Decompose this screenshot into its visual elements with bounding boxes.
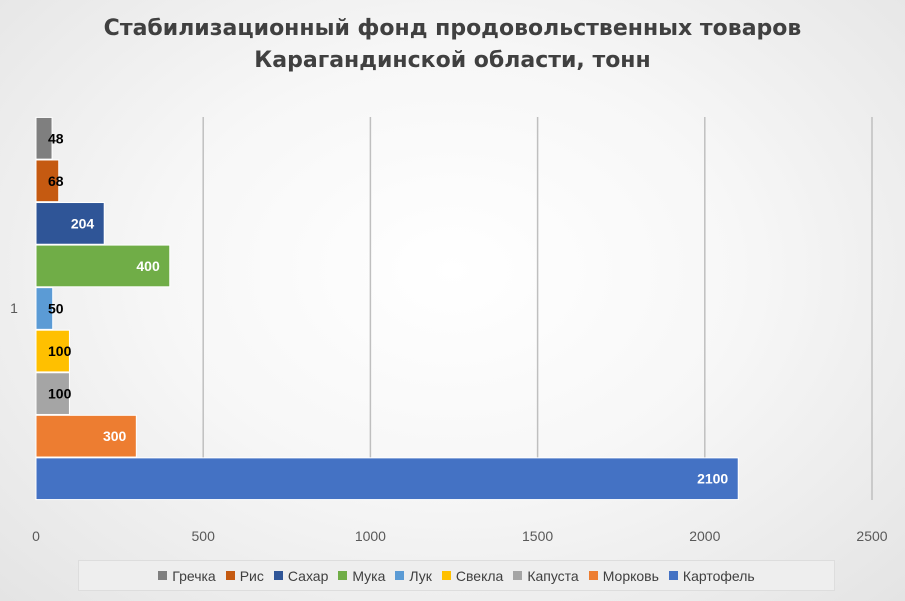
legend-label: Рис bbox=[239, 567, 264, 584]
x-tick-label-500: 500 bbox=[192, 528, 216, 544]
legend-label: Картофель bbox=[682, 567, 755, 584]
chart-title-line-2: Карагандинской области, тонн bbox=[254, 48, 651, 73]
legend-item-Картофель: Картофель bbox=[668, 567, 755, 584]
bar-Сахар bbox=[35, 202, 105, 245]
bar-Рис bbox=[35, 159, 60, 203]
data-label-Мука: 400 bbox=[136, 258, 160, 274]
legend-swatch bbox=[588, 571, 598, 580]
legend-swatch bbox=[395, 571, 405, 580]
legend-swatch bbox=[441, 571, 451, 580]
data-label-Картофель: 2100 bbox=[697, 471, 728, 487]
legend-swatch bbox=[338, 571, 348, 580]
legend-item-Сахар: Сахар bbox=[273, 567, 329, 584]
legend-swatch bbox=[668, 571, 678, 580]
bar-Мука bbox=[35, 244, 171, 288]
bar-Лук bbox=[35, 287, 54, 330]
legend-item-Капуста: Капуста bbox=[513, 567, 579, 584]
bar-Картофель bbox=[35, 457, 739, 501]
x-tick-label-2500: 2500 bbox=[856, 528, 887, 544]
legend-item-Свекла: Свекла bbox=[441, 567, 504, 584]
legend-item-Гречка: Гречка bbox=[158, 567, 216, 584]
data-label-Капуста: 100 bbox=[48, 386, 72, 402]
x-tick-label-1000: 1000 bbox=[355, 528, 386, 544]
legend-label: Капуста bbox=[527, 567, 579, 584]
legend-item-Лук: Лук bbox=[395, 567, 432, 584]
legend-item-Мука: Мука bbox=[338, 568, 385, 584]
chart-title-line-1: Стабилизационный фонд продовольственных … bbox=[103, 16, 802, 41]
legend-label: Мука bbox=[352, 567, 386, 584]
bar-Морковь bbox=[35, 414, 137, 458]
bar-Капуста bbox=[35, 372, 70, 415]
bar-Гречка bbox=[35, 116, 53, 160]
legend-label: Морковь bbox=[602, 567, 659, 584]
legend: Гречка Рис Сахар Мука Лук Свекла Капуста Морков… bbox=[78, 560, 835, 591]
data-label-Лук: 50 bbox=[48, 301, 64, 317]
category-label: 1 bbox=[10, 300, 18, 316]
x-tick-label-0: 0 bbox=[32, 528, 40, 544]
bar-Свекла bbox=[35, 329, 70, 373]
legend-swatch bbox=[273, 571, 283, 580]
data-label-Свекла: 100 bbox=[48, 343, 72, 359]
legend-label: Свекла bbox=[455, 567, 504, 584]
legend-swatch bbox=[513, 571, 523, 580]
legend-item-Морковь: Морковь bbox=[588, 567, 659, 584]
data-label-Рис: 68 bbox=[48, 173, 64, 189]
x-tick-label-1500: 1500 bbox=[522, 528, 553, 544]
data-label-Гречка: 48 bbox=[48, 130, 64, 146]
legend-label: Сахар bbox=[287, 567, 329, 584]
data-label-Сахар: 204 bbox=[71, 215, 95, 231]
legend-item-Рис: Рис bbox=[225, 567, 264, 584]
data-label-Морковь: 300 bbox=[103, 428, 127, 444]
legend-swatch bbox=[158, 571, 168, 580]
legend-label: Гречка bbox=[172, 567, 216, 584]
x-tick-label-2000: 2000 bbox=[689, 528, 720, 544]
legend-label: Лук bbox=[409, 567, 432, 584]
legend-swatch bbox=[225, 571, 235, 580]
